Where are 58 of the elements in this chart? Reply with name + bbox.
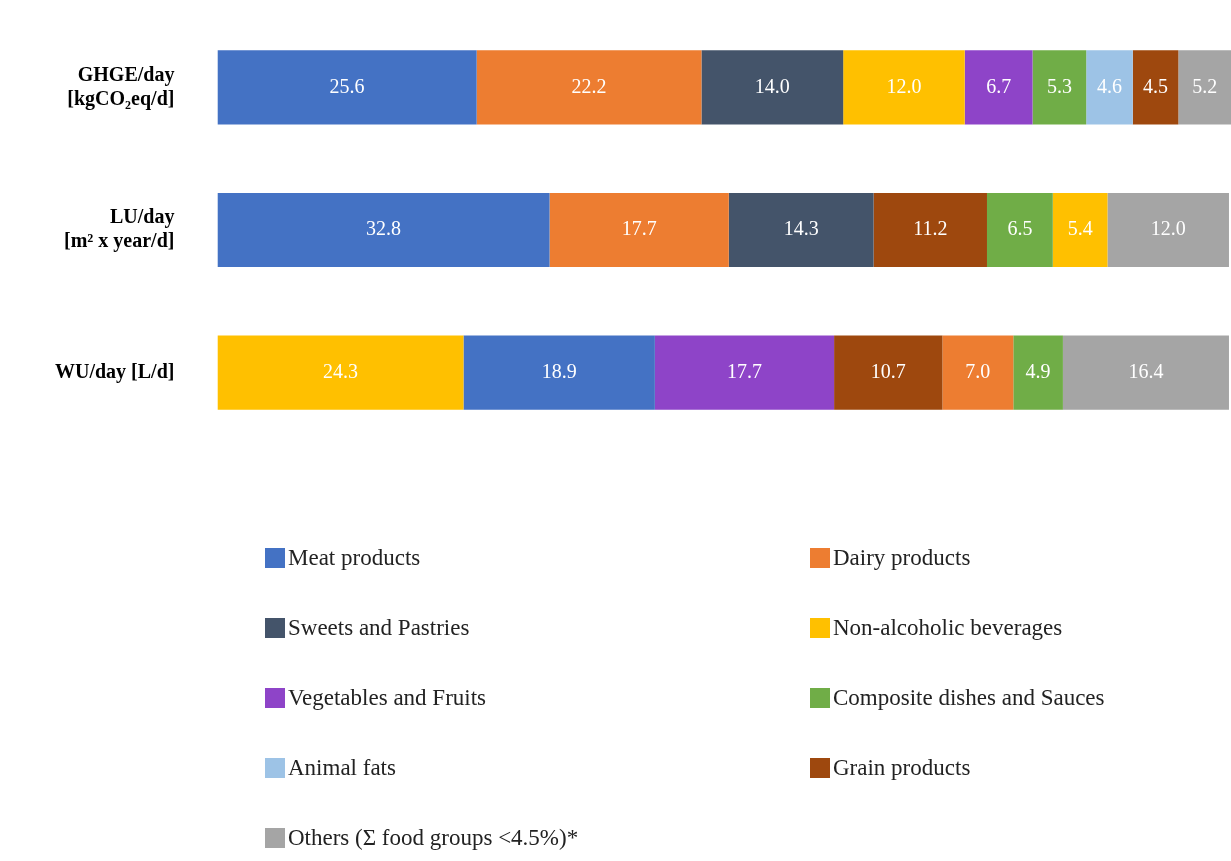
legend-label: Grain products	[833, 755, 971, 781]
legend-label: Others (Σ food groups <4.5%)*	[288, 825, 579, 851]
bar	[1013, 335, 1063, 410]
bar	[1086, 50, 1133, 125]
data-label: 25.6	[329, 74, 365, 97]
y-tick-label: GHGE/day [kgCO₂eq/d]	[67, 62, 175, 110]
bar	[701, 50, 844, 125]
data-label: 14.3	[783, 217, 819, 240]
data-label: 24.3	[322, 359, 358, 382]
bar	[1062, 335, 1229, 410]
data-label: 17.7	[726, 359, 762, 382]
bar	[217, 50, 477, 125]
legend-label: Meat products	[288, 545, 421, 571]
bar	[986, 192, 1053, 268]
legend-label: Sweets and Pastries	[288, 615, 470, 641]
bar	[1032, 50, 1087, 125]
legend-label: Dairy products	[833, 545, 971, 571]
data-label: 18.9	[541, 359, 577, 382]
bar	[834, 335, 943, 410]
legend-label: Composite dishes and Sauces	[833, 685, 1105, 711]
data-label: 17.7	[621, 217, 657, 240]
bar	[942, 335, 1014, 410]
bar	[1132, 50, 1179, 125]
data-label: 22.2	[571, 74, 607, 97]
bar	[476, 50, 702, 125]
data-label: 4.6	[1097, 74, 1122, 97]
data-label: 5.4	[1067, 217, 1093, 240]
bar	[217, 192, 550, 268]
y-tick-label: WU/day [L/d]	[54, 359, 175, 383]
data-label: 14.0	[754, 74, 790, 97]
y-tick-label: LU/day [m² x year/d]	[64, 205, 175, 253]
bar	[964, 50, 1033, 125]
data-label: 6.7	[986, 74, 1012, 97]
data-label: 4.5	[1143, 74, 1169, 97]
data-label: 32.8	[366, 217, 402, 240]
data-label: 4.9	[1025, 359, 1051, 382]
bar	[728, 192, 874, 268]
data-label: 5.2	[1192, 74, 1218, 97]
data-label: 12.0	[1150, 217, 1186, 240]
data-label: 10.7	[870, 359, 906, 382]
bar	[549, 192, 729, 268]
data-label: 12.0	[886, 74, 922, 97]
legend-label: Non-alcoholic beverages	[833, 615, 1063, 641]
data-label: 7.0	[965, 359, 991, 382]
bar	[1052, 192, 1108, 268]
bar	[1107, 192, 1229, 268]
bar	[217, 335, 464, 410]
bar	[654, 335, 835, 410]
bar	[1178, 50, 1231, 125]
bar	[843, 50, 965, 125]
legend-label: Vegetables and Fruits	[288, 685, 487, 711]
bar	[873, 192, 987, 268]
data-label: 5.3	[1046, 74, 1072, 97]
data-label: 11.2	[913, 217, 948, 240]
bar	[463, 335, 655, 410]
data-label: 6.5	[1007, 217, 1033, 240]
data-label: 16.4	[1128, 359, 1164, 382]
legend-label: Animal fats	[288, 755, 396, 781]
